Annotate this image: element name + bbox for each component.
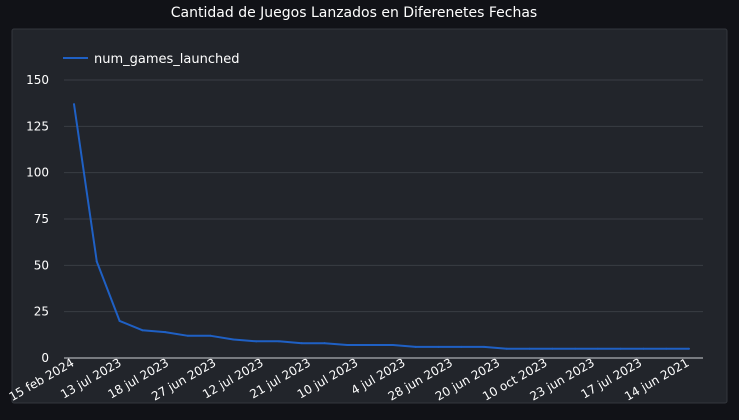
data-point[interactable] (688, 347, 690, 350)
y-tick-label: 75 (34, 212, 49, 226)
legend-label[interactable]: num_games_launched (94, 52, 240, 67)
data-point[interactable] (391, 344, 394, 347)
data-point[interactable] (186, 334, 189, 337)
data-point[interactable] (118, 319, 121, 322)
data-point[interactable] (574, 347, 577, 350)
y-tick-label: 150 (26, 73, 49, 87)
chart-title: Cantidad de Juegos Lanzados en Diferenet… (171, 5, 537, 21)
y-tick-label: 0 (41, 351, 49, 365)
data-point[interactable] (619, 347, 622, 350)
data-point[interactable] (73, 103, 75, 106)
data-point[interactable] (505, 347, 508, 350)
data-point[interactable] (596, 347, 599, 350)
y-tick-label: 25 (34, 305, 49, 319)
y-tick-label: 50 (34, 258, 49, 272)
panel-background (11, 28, 728, 404)
data-point[interactable] (209, 334, 212, 337)
series-line-num-games-launched[interactable] (73, 103, 689, 350)
data-point[interactable] (95, 260, 98, 263)
data-point[interactable] (665, 347, 668, 350)
data-point[interactable] (300, 342, 303, 345)
data-point[interactable] (414, 345, 417, 348)
data-point[interactable] (460, 345, 463, 348)
data-point[interactable] (346, 344, 349, 347)
data-point[interactable] (323, 342, 326, 345)
data-point[interactable] (437, 345, 440, 348)
data-point[interactable] (369, 344, 372, 347)
data-point[interactable] (528, 347, 531, 350)
data-point[interactable] (141, 329, 144, 332)
data-point[interactable] (164, 331, 167, 334)
data-point[interactable] (278, 340, 280, 343)
y-tick-label: 125 (26, 119, 49, 133)
grid-lines (64, 79, 703, 359)
y-axis: 0 25 50 75 100 125 150 (26, 73, 49, 365)
legend[interactable]: num_games_launched (63, 52, 240, 67)
data-point[interactable] (642, 347, 645, 350)
data-point[interactable] (483, 345, 485, 348)
data-point[interactable] (232, 338, 235, 341)
data-point[interactable] (255, 340, 258, 343)
series-layer (73, 103, 690, 350)
data-point[interactable] (551, 347, 554, 350)
y-tick-label: 100 (26, 166, 49, 180)
